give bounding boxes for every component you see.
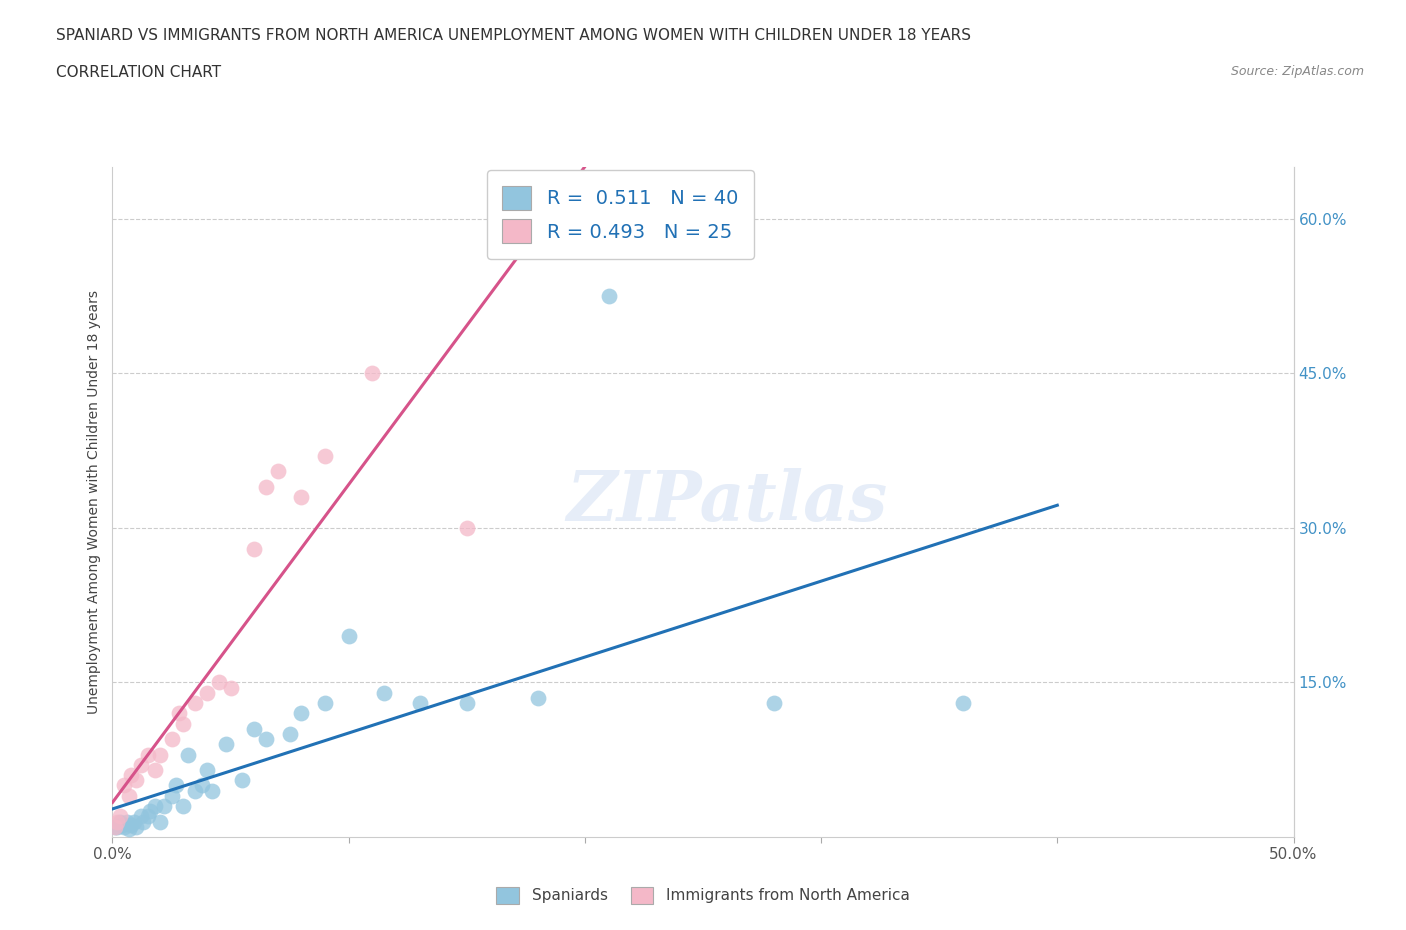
Point [143, 763, 166, 777]
Text: SPANIARD VS IMMIGRANTS FROM NORTH AMERICA UNEMPLOYMENT AMONG WOMEN WITH CHILDREN: SPANIARD VS IMMIGRANTS FROM NORTH AMERIC… [56, 28, 972, 43]
Point [219, 680, 242, 695]
Point [191, 778, 214, 793]
Y-axis label: Unemployment Among Women with Children Under 18 years: Unemployment Among Women with Children U… [87, 290, 101, 714]
Point [139, 804, 162, 818]
Point [105, 814, 128, 829]
Point [120, 768, 142, 783]
Point [184, 696, 207, 711]
Point [104, 819, 127, 834]
Text: ZIPatlas: ZIPatlas [567, 469, 887, 536]
Point [195, 685, 218, 700]
Point [112, 778, 135, 793]
Point [290, 489, 312, 504]
Point [314, 448, 336, 463]
Point [149, 747, 172, 762]
Point [149, 814, 172, 829]
Point [456, 696, 478, 711]
Point [160, 789, 183, 804]
Point [952, 696, 974, 711]
Point [108, 814, 131, 829]
Text: Source: ZipAtlas.com: Source: ZipAtlas.com [1230, 65, 1364, 78]
Point [254, 732, 277, 747]
Point [184, 783, 207, 798]
Point [125, 819, 148, 834]
Point [104, 819, 127, 834]
Point [373, 685, 395, 700]
Point [122, 814, 145, 829]
Point [132, 814, 155, 829]
Point [129, 757, 152, 772]
Point [118, 821, 141, 836]
Point [165, 778, 187, 793]
Point [314, 696, 336, 711]
Point [231, 773, 253, 788]
Point [125, 773, 148, 788]
Point [290, 706, 312, 721]
Point [201, 783, 224, 798]
Point [160, 732, 183, 747]
Point [108, 809, 131, 824]
Legend: Spaniards, Immigrants from North America: Spaniards, Immigrants from North America [491, 881, 915, 910]
Point [136, 809, 159, 824]
Point [112, 819, 135, 834]
Point [177, 747, 200, 762]
Point [598, 288, 620, 303]
Point [762, 696, 785, 711]
Point [172, 799, 194, 814]
Point [215, 737, 238, 751]
Point [153, 799, 176, 814]
Point [526, 690, 548, 705]
Point [195, 763, 218, 777]
Point [111, 817, 134, 832]
Point [129, 809, 152, 824]
Point [254, 479, 277, 494]
Point [337, 629, 360, 644]
Point [243, 722, 266, 737]
Text: CORRELATION CHART: CORRELATION CHART [56, 65, 221, 80]
Point [105, 819, 128, 834]
Point [167, 706, 190, 721]
Point [243, 541, 266, 556]
Point [172, 716, 194, 731]
Point [120, 817, 142, 832]
Point [136, 747, 159, 762]
Point [278, 726, 301, 741]
Point [143, 799, 166, 814]
Point [118, 789, 141, 804]
Point [267, 464, 290, 479]
Point [408, 696, 430, 711]
Point [208, 675, 231, 690]
Point [115, 814, 138, 829]
Point [456, 521, 478, 536]
Point [361, 366, 384, 381]
